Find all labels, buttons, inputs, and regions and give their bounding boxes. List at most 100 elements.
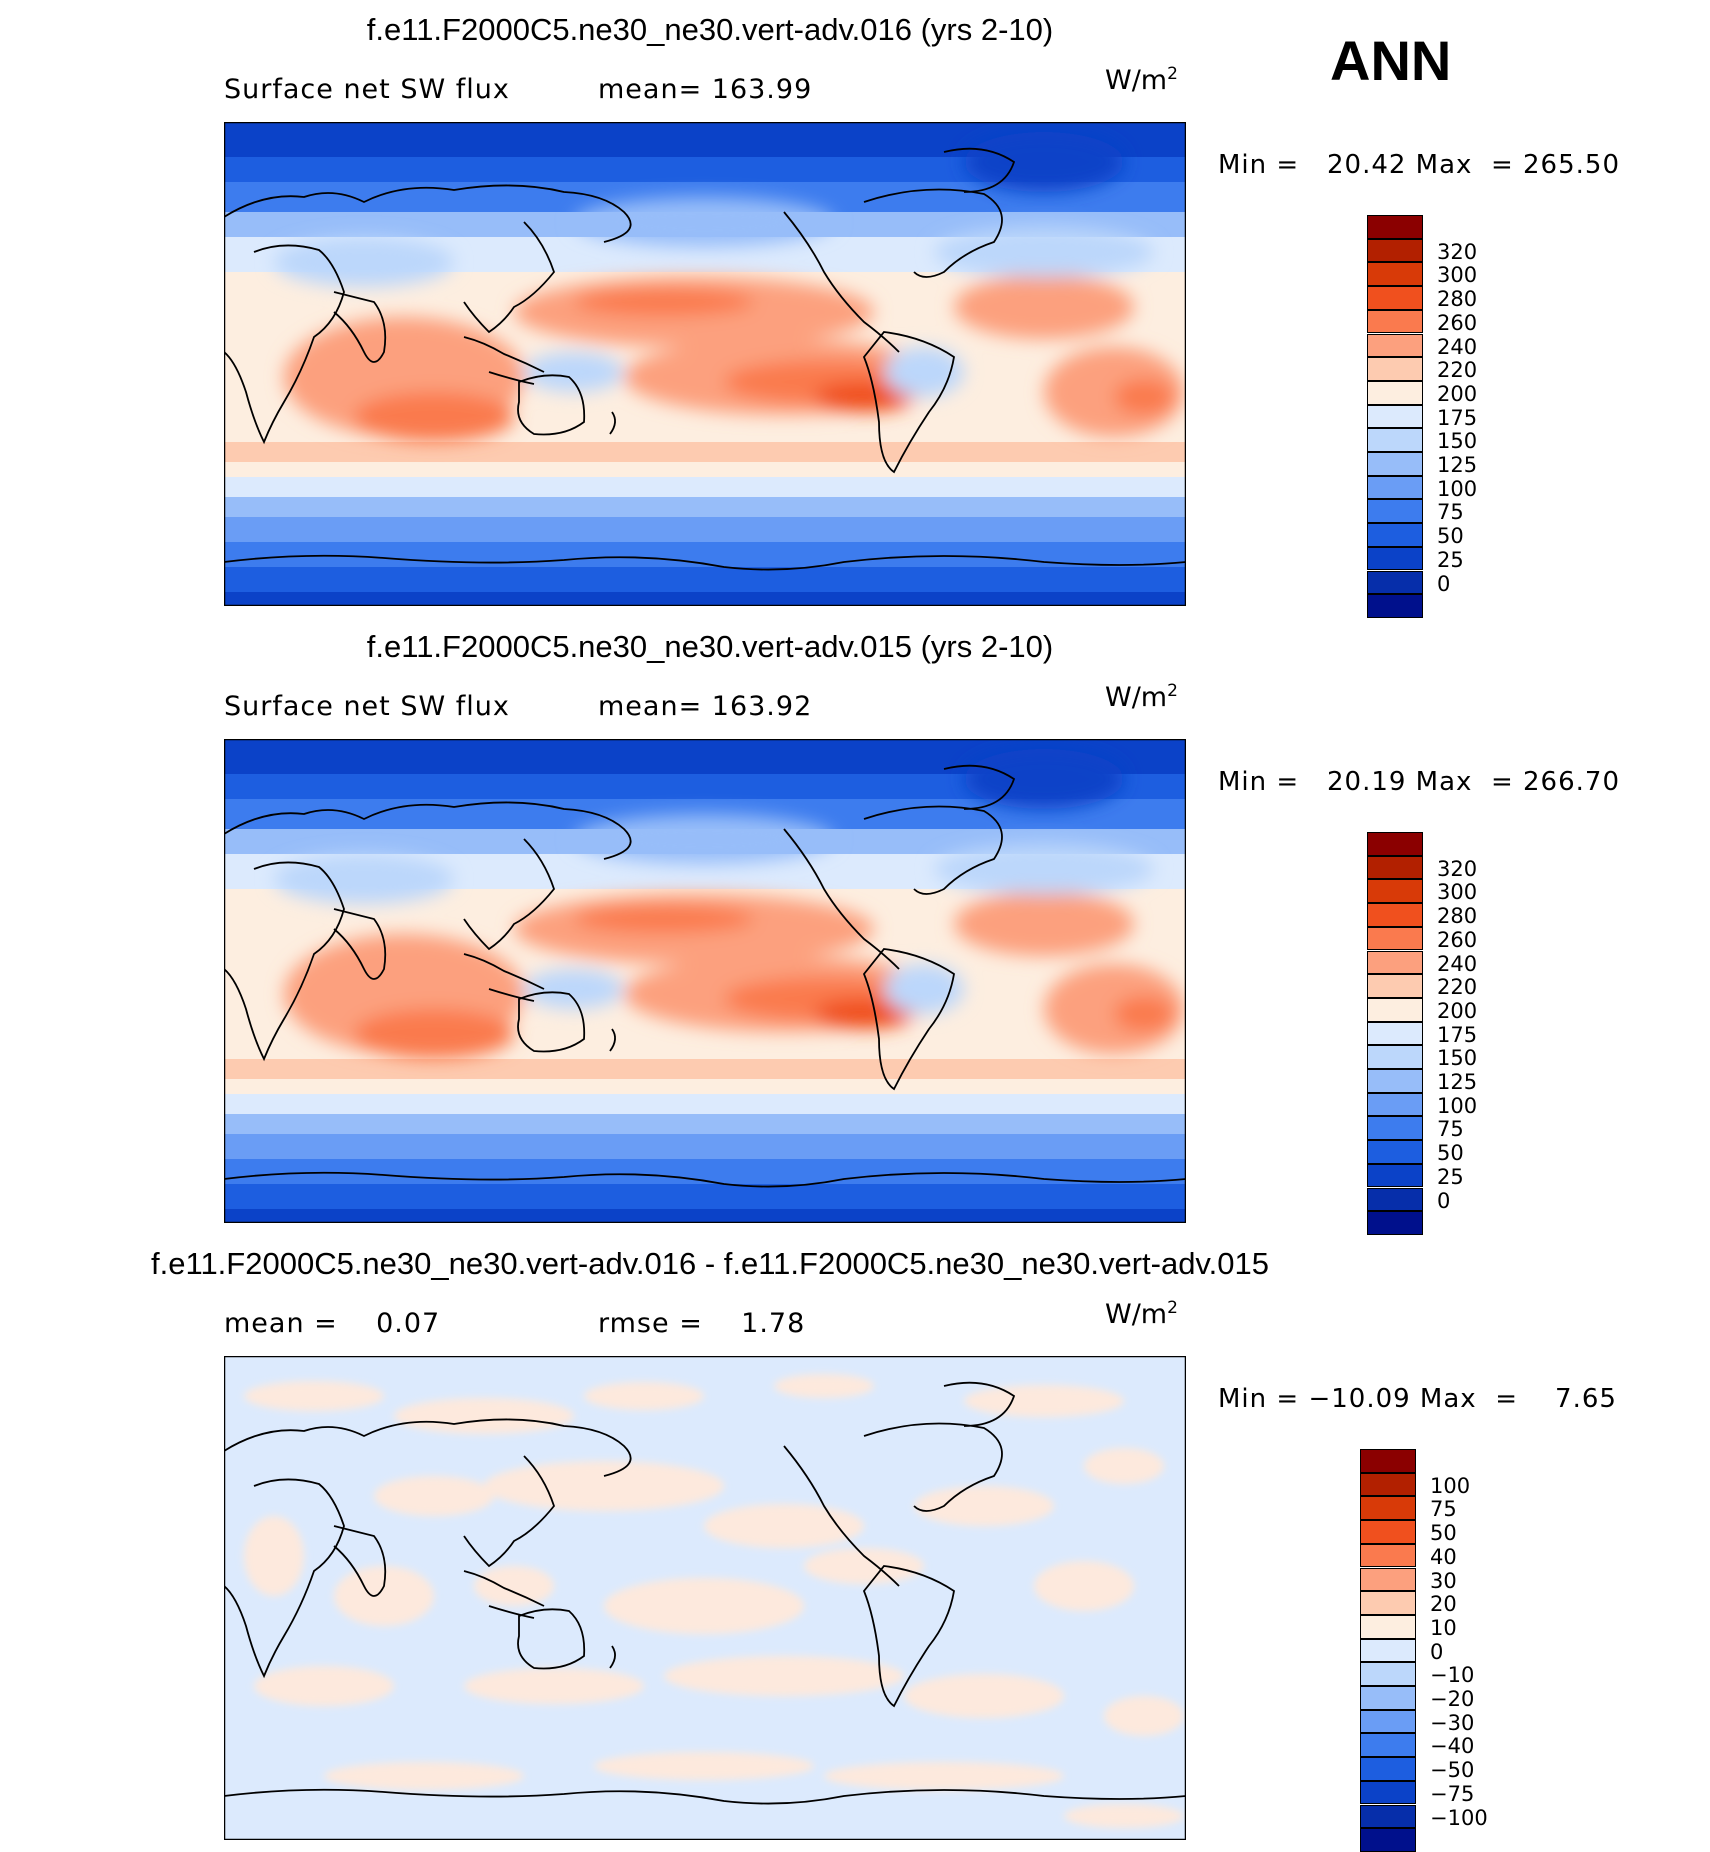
coastline [463,838,556,951]
coastline [333,1525,387,1597]
colorbar-label: 200 [1437,998,1478,1023]
coastline [224,184,632,243]
units-text: W/m [1105,682,1168,713]
colorbar-swatch [1360,1662,1416,1686]
units-superscript: 2 [1167,681,1178,701]
colorbar-label: −30 [1430,1710,1475,1735]
colorbar-swatch [1360,1543,1416,1568]
units-label: W/m2 [1105,1298,1178,1330]
colorbar-swatch [1360,1828,1416,1852]
coastline [609,1645,616,1669]
colorbar-swatch [1367,855,1423,880]
colorbar-label: −40 [1430,1734,1475,1759]
colorbar-label: 175 [1437,1022,1478,1047]
colorbar-label: 300 [1437,880,1478,905]
units-text: W/m [1105,1299,1168,1330]
units-superscript: 2 [1167,1298,1178,1318]
coastline [463,1570,545,1619]
colorbar-label: 20 [1430,1592,1457,1617]
colorbar-label: 220 [1437,358,1478,383]
colorbar-label: 100 [1437,1093,1478,1118]
colorbar-swatch [1367,879,1423,904]
coastline [517,991,586,1053]
colorbar-label: 100 [1437,476,1478,501]
panel-stat-text: mean= 163.92 [598,691,813,722]
colorbar-swatch [1367,832,1423,856]
coastline [463,953,545,1002]
units-superscript: 2 [1167,64,1178,84]
colorbar-swatch [1367,1069,1423,1093]
colorbar-label: −75 [1430,1781,1475,1806]
colorbar-label: 260 [1437,310,1478,335]
colorbar-label: 75 [1437,500,1464,525]
colorbar-label: 75 [1430,1497,1457,1522]
colorbar-swatch [1360,1686,1416,1710]
coastline [862,948,955,1091]
coastline [463,221,556,334]
panel-left-text: Surface net SW flux [224,74,510,105]
colorbar-label: 240 [1437,334,1478,359]
coastline [863,764,1016,895]
colorbar-swatch [1360,1472,1416,1497]
colorbar-label: 75 [1437,1117,1464,1142]
colorbar-label: 50 [1437,524,1464,549]
colorbar-swatch [1360,1591,1416,1615]
map-panel-1: f.e11.F2000C5.ne30_ne30.vert-adv.016 (yr… [0,0,1710,618]
coastline [224,1171,1186,1188]
colorbar-swatch [1367,357,1423,381]
coastline [224,861,345,1062]
colorbar-label: 50 [1437,1141,1464,1166]
colorbar-swatch [1367,380,1423,405]
coastline [862,1565,955,1708]
coastline [463,1455,556,1568]
colorbar-swatch [1367,997,1423,1022]
colorbar-swatch [1360,1638,1416,1663]
coastline [863,1381,1016,1512]
colorbar-swatch [1367,523,1423,547]
colorbar-label: 0 [1437,1188,1451,1213]
coastline [333,908,387,980]
colorbar-label: 100 [1430,1473,1471,1498]
colorbar-swatch [1367,926,1423,951]
colorbar-swatch [1367,950,1423,975]
colorbar-swatch [1360,1733,1416,1758]
colorbar-label: 25 [1437,547,1464,572]
colorbar-swatch [1367,215,1423,239]
colorbar-swatch [1367,1187,1423,1212]
colorbar-swatch [1367,1163,1423,1188]
colorbar-label: 0 [1437,571,1451,596]
colorbar-label: 150 [1437,1046,1478,1071]
colorbar-label: 125 [1437,1070,1478,1094]
units-label: W/m2 [1105,681,1178,713]
colorbar-label: 280 [1437,287,1478,312]
colorbar-swatch [1367,452,1423,476]
colorbar-label: 0 [1430,1639,1444,1664]
colorbar-label: 150 [1437,429,1478,454]
units-text: W/m [1105,65,1168,96]
coastline [224,554,1186,571]
colorbar-swatch [1360,1709,1416,1734]
map-plot [224,739,1186,1223]
colorbar-swatch [1367,974,1423,998]
colorbar-label: 30 [1430,1568,1457,1593]
panel-left-text: mean = 0.07 [224,1308,441,1339]
colorbar-swatch [1367,1140,1423,1164]
colorbar-swatch [1367,1021,1423,1046]
colorbar-label: −100 [1430,1805,1488,1830]
colorbar-swatch [1367,404,1423,429]
season-label: ANN [1330,29,1452,92]
min-max-label: Min = 20.19 Max = 266.70 [1218,767,1620,797]
colorbar-swatch [1367,262,1423,287]
coastline [517,374,586,436]
colorbar-swatch [1360,1567,1416,1592]
coastline [224,1418,632,1477]
colorbar-label: 320 [1437,239,1478,264]
colorbar-label: 260 [1437,927,1478,952]
colorbar-swatch [1360,1757,1416,1781]
coastline [224,801,632,860]
colorbar-label: 50 [1430,1521,1457,1546]
colorbar-swatch [1360,1520,1416,1544]
colorbar-label: 40 [1430,1544,1457,1569]
coastline [463,336,545,385]
colorbar-label: 125 [1437,453,1478,477]
